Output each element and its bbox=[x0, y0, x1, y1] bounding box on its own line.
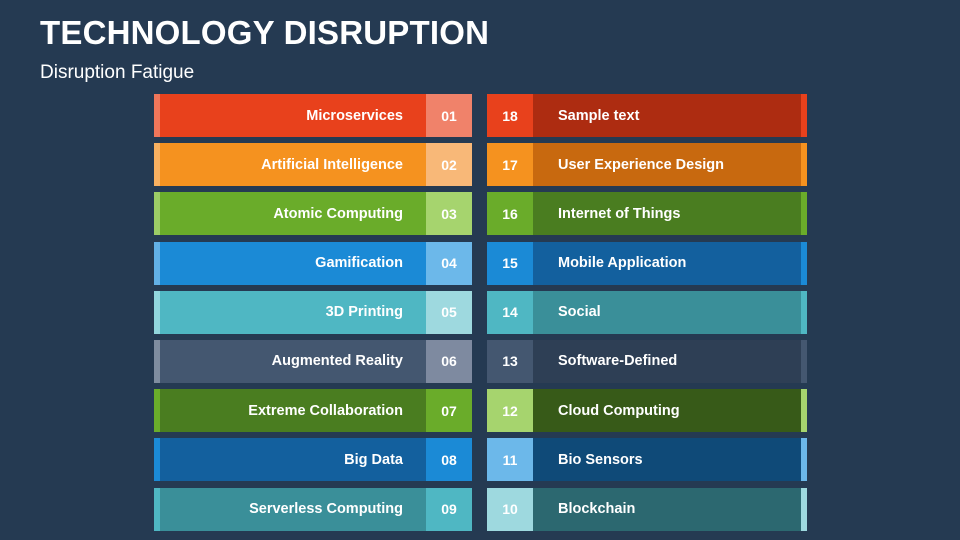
item-number: 09 bbox=[426, 487, 472, 531]
list-item: 12 Cloud Computing bbox=[487, 389, 807, 433]
item-number: 07 bbox=[426, 389, 472, 433]
item-label: Gamification bbox=[154, 241, 426, 285]
item-label: Mobile Application bbox=[533, 241, 807, 285]
item-number: 11 bbox=[487, 438, 533, 482]
item-number: 10 bbox=[487, 487, 533, 531]
right-column: 18 Sample text 17 User Experience Design 1… bbox=[487, 94, 807, 537]
list-item: Serverless Computing 09 bbox=[154, 487, 474, 531]
list-item: Artificial Intelligence 02 bbox=[154, 143, 474, 187]
item-label: Internet of Things bbox=[533, 192, 807, 236]
list-item: Extreme Collaboration 07 bbox=[154, 389, 474, 433]
item-label: Blockchain bbox=[533, 487, 807, 531]
item-number: 01 bbox=[426, 94, 472, 137]
item-number: 13 bbox=[487, 339, 533, 383]
item-label: Bio Sensors bbox=[533, 438, 807, 482]
list-item: 16 Internet of Things bbox=[487, 192, 807, 236]
item-label: Augmented Reality bbox=[154, 339, 426, 383]
item-label: Microservices bbox=[154, 94, 426, 137]
item-number: 16 bbox=[487, 192, 533, 236]
list-item: 15 Mobile Application bbox=[487, 241, 807, 285]
item-label: Extreme Collaboration bbox=[154, 389, 426, 433]
list-item: Augmented Reality 06 bbox=[154, 339, 474, 383]
item-label: Social bbox=[533, 290, 807, 334]
list-item: 3D Printing 05 bbox=[154, 290, 474, 334]
item-label: Atomic Computing bbox=[154, 192, 426, 236]
item-label: Artificial Intelligence bbox=[154, 143, 426, 187]
item-label: 3D Printing bbox=[154, 290, 426, 334]
list-item: Atomic Computing 03 bbox=[154, 192, 474, 236]
list-item: Big Data 08 bbox=[154, 438, 474, 482]
item-number: 18 bbox=[487, 94, 533, 137]
left-column: Microservices 01 Artificial Intelligence 0… bbox=[154, 94, 474, 537]
item-number: 02 bbox=[426, 143, 472, 187]
item-number: 14 bbox=[487, 290, 533, 334]
list-item: 10 Blockchain bbox=[487, 487, 807, 531]
item-label: Cloud Computing bbox=[533, 389, 807, 433]
page-subtitle: Disruption Fatigue bbox=[40, 62, 195, 83]
page-title: TECHNOLOGY DISRUPTION bbox=[40, 14, 490, 51]
list-item: 11 Bio Sensors bbox=[487, 438, 807, 482]
item-label: Serverless Computing bbox=[154, 487, 426, 531]
list-item: 14 Social bbox=[487, 290, 807, 334]
list-item: 17 User Experience Design bbox=[487, 143, 807, 187]
item-number: 15 bbox=[487, 241, 533, 285]
item-number: 04 bbox=[426, 241, 472, 285]
list-item: Gamification 04 bbox=[154, 241, 474, 285]
item-label: Sample text bbox=[533, 94, 807, 137]
item-number: 12 bbox=[487, 389, 533, 433]
list-item: Microservices 01 bbox=[154, 94, 474, 137]
item-label: User Experience Design bbox=[533, 143, 807, 187]
list-item: 18 Sample text bbox=[487, 94, 807, 137]
list-item: 13 Software-Defined bbox=[487, 339, 807, 383]
item-number: 17 bbox=[487, 143, 533, 187]
item-label: Big Data bbox=[154, 438, 426, 482]
item-number: 03 bbox=[426, 192, 472, 236]
item-number: 05 bbox=[426, 290, 472, 334]
item-number: 08 bbox=[426, 438, 472, 482]
item-number: 06 bbox=[426, 339, 472, 383]
item-label: Software-Defined bbox=[533, 339, 807, 383]
